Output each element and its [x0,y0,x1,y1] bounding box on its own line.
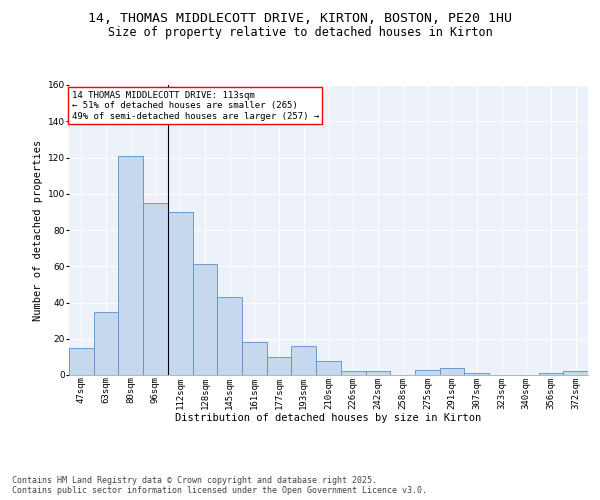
Bar [365,372,390,375]
Bar [563,372,588,375]
Bar [292,346,316,375]
Text: 14 THOMAS MIDDLECOTT DRIVE: 113sqm
← 51% of detached houses are smaller (265)
49: 14 THOMAS MIDDLECOTT DRIVE: 113sqm ← 51%… [71,91,319,120]
Bar [316,360,341,375]
Bar [168,212,193,375]
Bar [94,312,118,375]
Bar [440,368,464,375]
Bar [415,370,440,375]
X-axis label: Distribution of detached houses by size in Kirton: Distribution of detached houses by size … [175,413,482,423]
Bar [143,203,168,375]
Bar [118,156,143,375]
Text: Size of property relative to detached houses in Kirton: Size of property relative to detached ho… [107,26,493,39]
Bar [341,372,365,375]
Text: Contains HM Land Registry data © Crown copyright and database right 2025.
Contai: Contains HM Land Registry data © Crown c… [12,476,427,495]
Bar [464,373,489,375]
Bar [217,297,242,375]
Bar [193,264,217,375]
Bar [242,342,267,375]
Bar [69,348,94,375]
Bar [267,357,292,375]
Y-axis label: Number of detached properties: Number of detached properties [34,140,43,320]
Text: 14, THOMAS MIDDLECOTT DRIVE, KIRTON, BOSTON, PE20 1HU: 14, THOMAS MIDDLECOTT DRIVE, KIRTON, BOS… [88,12,512,26]
Bar [539,373,563,375]
